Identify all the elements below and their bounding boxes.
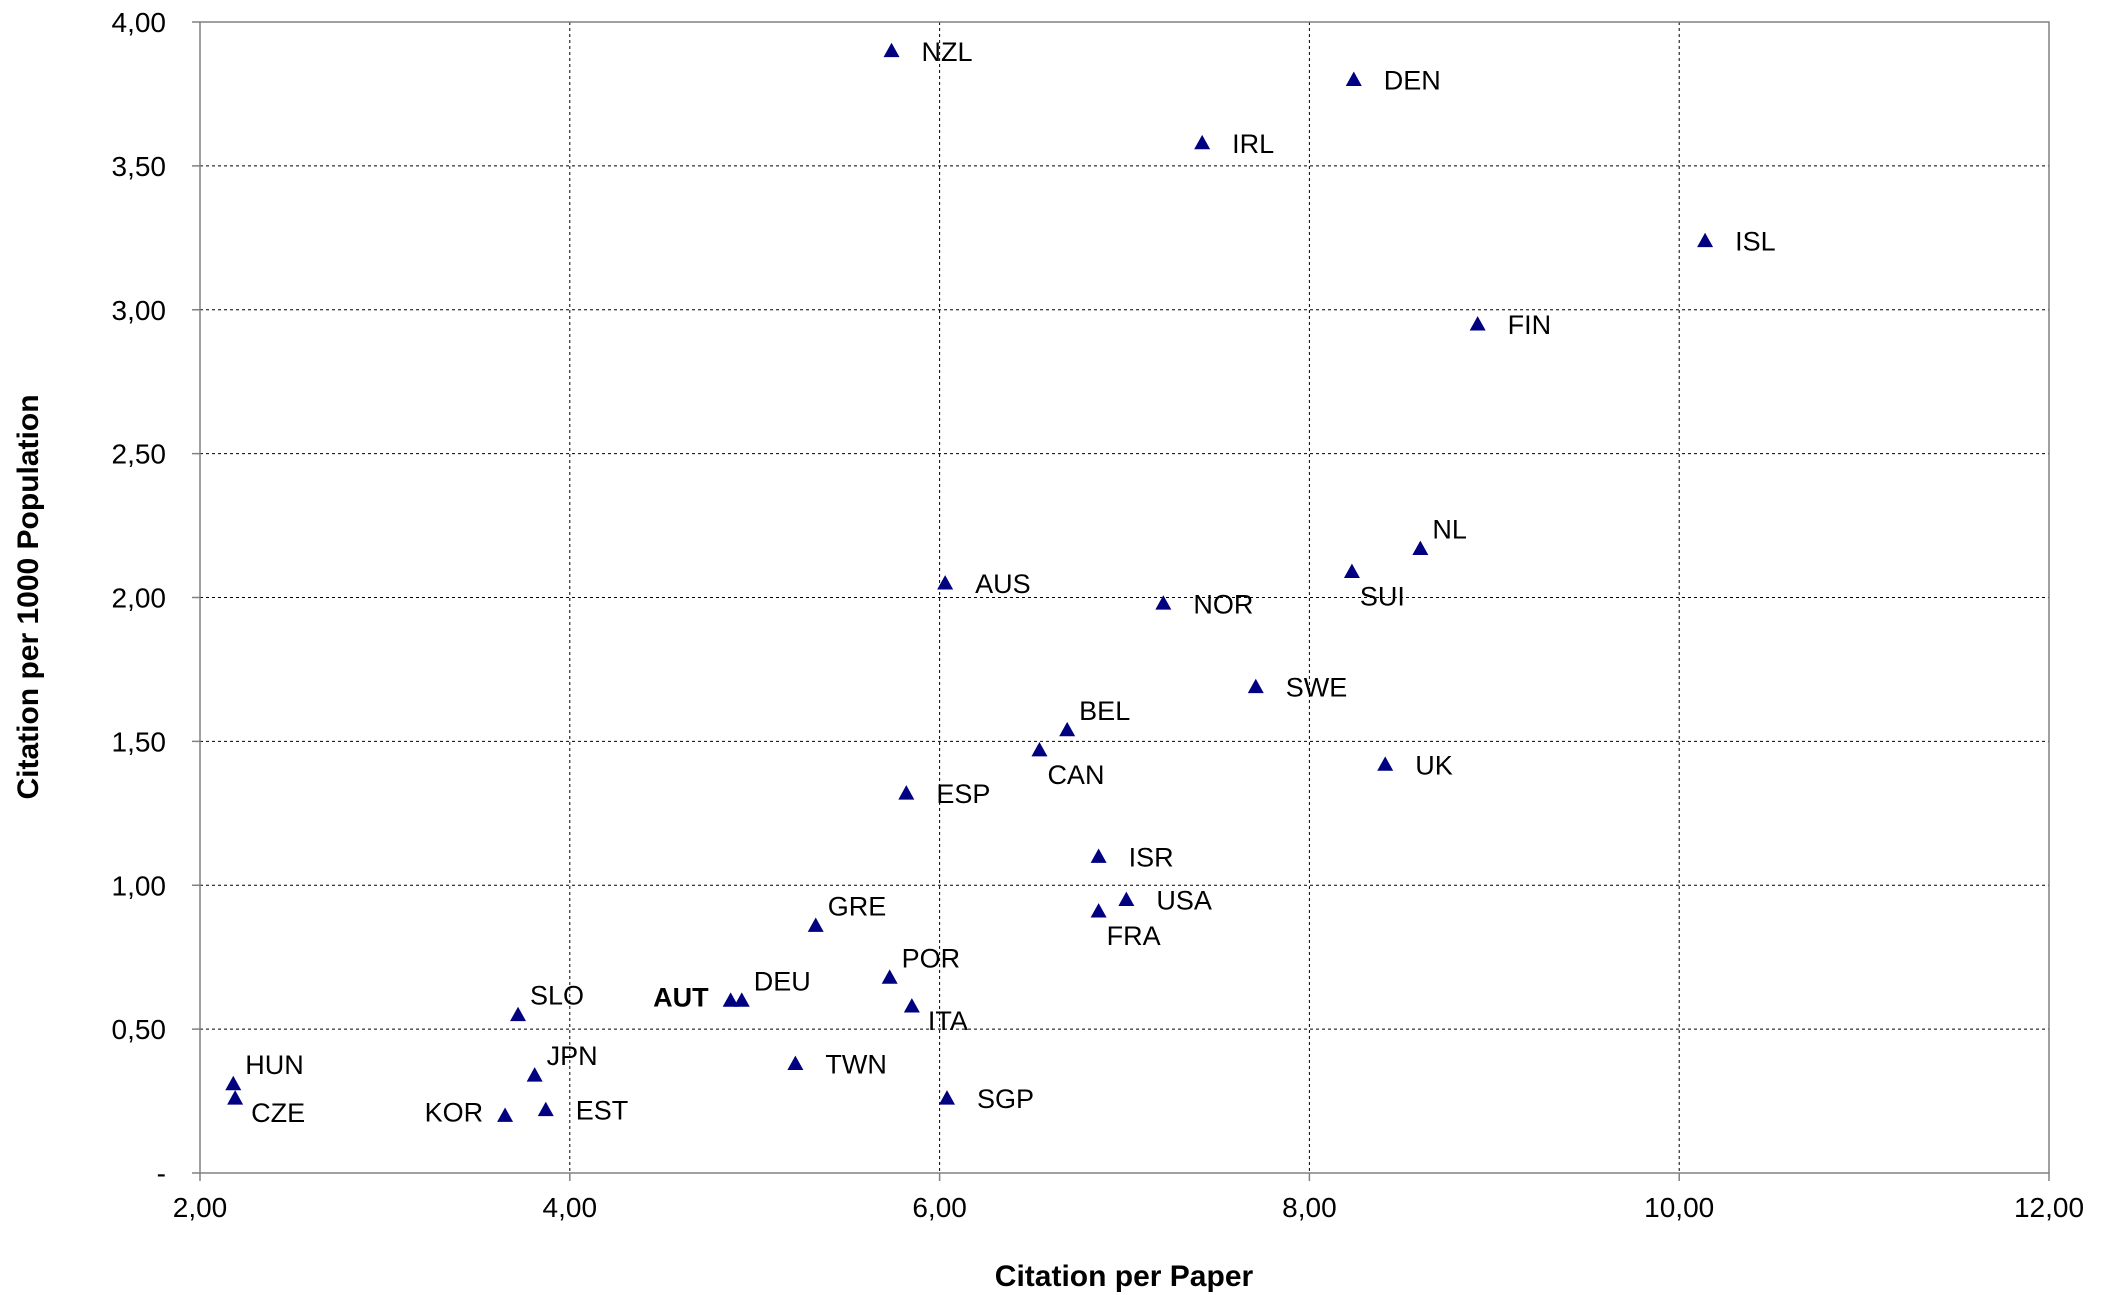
point-marker-bel: [1059, 721, 1076, 737]
point-label-ita: ITA: [928, 1006, 968, 1036]
point-label-bel: BEL: [1079, 696, 1130, 726]
y-tick-label: 4,00: [112, 7, 167, 38]
point-marker-fin: [1469, 316, 1486, 331]
point-label-kor: KOR: [425, 1097, 484, 1127]
point-marker-kor: [497, 1107, 514, 1122]
point-label-nor: NOR: [1193, 589, 1253, 619]
point-label-sui: SUI: [1360, 582, 1405, 612]
x-tick-label: 10,00: [1644, 1192, 1714, 1223]
point-marker-esp: [898, 785, 915, 800]
point-marker-fra: [1090, 903, 1107, 918]
point-label-nzl: NZL: [922, 37, 973, 67]
point-marker-deu: [733, 992, 750, 1007]
point-label-est: EST: [576, 1096, 629, 1126]
point-marker-jpn: [526, 1067, 543, 1082]
point-marker-swe: [1247, 678, 1264, 694]
point-marker-usa: [1118, 891, 1135, 907]
point-label-aut: AUT: [653, 982, 709, 1012]
point-marker-aus: [937, 575, 954, 590]
point-marker-nzl: [883, 42, 900, 58]
point-marker-uk: [1377, 756, 1394, 771]
point-marker-irl: [1194, 134, 1211, 150]
point-marker-isr: [1090, 848, 1107, 863]
gridlines: [200, 22, 2049, 1173]
x-axis-title: Citation per Paper: [995, 1260, 1254, 1293]
y-tick-label: 0,50: [112, 1014, 167, 1045]
point-label-sgp: SGP: [977, 1084, 1034, 1114]
point-marker-sgp: [938, 1090, 955, 1105]
point-label-irl: IRL: [1232, 129, 1274, 159]
point-label-usa: USA: [1156, 886, 1212, 916]
x-tick-label: 4,00: [543, 1192, 598, 1223]
point-label-slo: SLO: [530, 981, 584, 1011]
point-label-fin: FIN: [1508, 310, 1552, 340]
x-tick-label: 8,00: [1282, 1192, 1337, 1223]
x-tick-label: 12,00: [2014, 1192, 2084, 1223]
y-tick-label: 2,00: [112, 583, 167, 614]
point-label-swe: SWE: [1286, 673, 1348, 703]
point-marker-sui: [1343, 563, 1360, 579]
point-label-den: DEN: [1384, 66, 1441, 96]
y-tick-label: 1,00: [112, 870, 167, 901]
x-axis-ticks: 2,00 4,00 6,00 8,00 10,00 12,00: [173, 1173, 2084, 1223]
point-label-hun: HUN: [245, 1050, 303, 1080]
point-marker-nor: [1155, 595, 1172, 610]
x-tick-label: 6,00: [912, 1192, 967, 1223]
point-marker-gre: [807, 917, 824, 932]
y-tick-label: -: [157, 1158, 166, 1189]
point-label-isr: ISR: [1129, 842, 1174, 872]
point-marker-cze: [227, 1090, 244, 1105]
point-label-deu: DEU: [754, 966, 811, 996]
point-label-jpn: JPN: [547, 1041, 598, 1071]
point-marker-ita: [903, 998, 920, 1013]
y-tick-label: 3,50: [112, 151, 167, 182]
point-marker-est: [537, 1101, 554, 1117]
point-marker-den: [1345, 71, 1362, 86]
point-label-isl: ISL: [1735, 227, 1776, 257]
x-tick-label: 2,00: [173, 1192, 228, 1223]
point-label-uk: UK: [1415, 750, 1453, 780]
point-marker-nl: [1412, 540, 1429, 555]
point-marker-can: [1031, 742, 1048, 757]
point-label-twn: TWN: [825, 1050, 886, 1080]
y-tick-label: 2,50: [112, 439, 167, 470]
y-tick-label: 1,50: [112, 726, 167, 757]
y-axis-title: Citation per 1000 Population: [12, 394, 45, 799]
point-marker-aut: [722, 992, 739, 1007]
point-marker-hun: [225, 1075, 242, 1091]
point-marker-slo: [510, 1006, 527, 1022]
point-marker-twn: [787, 1055, 804, 1071]
point-label-can: CAN: [1047, 760, 1104, 790]
point-label-por: POR: [902, 943, 961, 973]
data-points: NZL DEN IRL ISL FIN NL SUI AUS NOR SWE BEL CAN UK ESP…: [225, 37, 1776, 1128]
point-label-fra: FRA: [1107, 921, 1161, 951]
point-label-nl: NL: [1432, 515, 1467, 545]
y-axis-ticks: - 0,50 1,00 1,50 2,00 2,50 3,00 3,50 4,00: [112, 7, 200, 1189]
point-marker-por: [881, 969, 898, 984]
point-label-esp: ESP: [936, 779, 990, 809]
point-label-cze: CZE: [251, 1098, 305, 1128]
point-marker-isl: [1697, 232, 1714, 248]
point-label-gre: GRE: [828, 892, 887, 922]
point-label-aus: AUS: [975, 569, 1031, 599]
y-tick-label: 3,00: [112, 295, 167, 326]
